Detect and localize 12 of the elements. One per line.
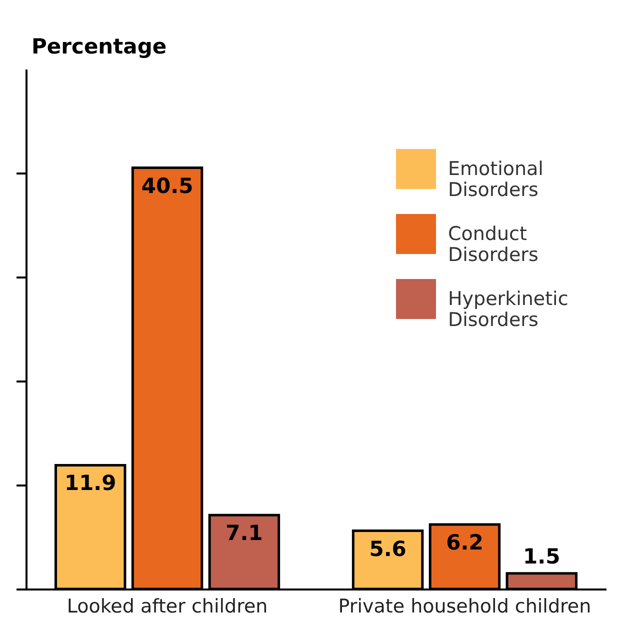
data-label: 5.6 bbox=[369, 536, 406, 561]
legend-label: Conduct Disorders bbox=[448, 223, 538, 266]
data-label: 40.5 bbox=[141, 174, 194, 198]
data-label: 11.9 bbox=[64, 471, 116, 496]
data-label: 1.5 bbox=[523, 544, 560, 568]
legend-label: Hyperkinetic Disorders bbox=[448, 288, 568, 331]
y-axis-title: Percentage bbox=[32, 34, 167, 58]
data-label: 7.1 bbox=[226, 521, 263, 546]
x-tick-label: Private household children bbox=[338, 596, 592, 618]
x-tick-label: Looked after children bbox=[66, 596, 268, 618]
data-label: 6.2 bbox=[446, 530, 484, 555]
legend-label: Emotional Disorders bbox=[448, 158, 544, 201]
